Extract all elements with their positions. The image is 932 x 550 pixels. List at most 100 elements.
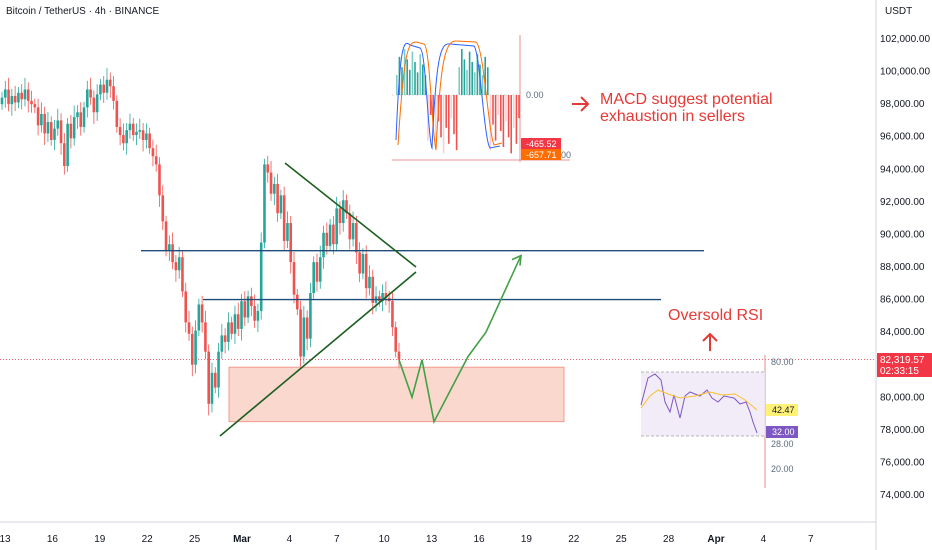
macd-histogram-bar (463, 59, 466, 95)
rsi-value2: 32.00 (772, 427, 795, 437)
candle-body (253, 306, 256, 321)
macd-line (395, 42, 501, 149)
macd-annotation-line2: exhaustion in sellers (600, 108, 745, 125)
candle-body (194, 330, 197, 365)
macd-value-tag (521, 138, 561, 149)
y-tick-label: 96,000.00 (880, 132, 925, 143)
x-tick-label: 7 (334, 534, 340, 545)
macd-annotation-arrow (572, 96, 590, 112)
candle-body (171, 244, 174, 263)
candle-body (263, 164, 266, 243)
candle-body (240, 301, 243, 329)
candle-body (0, 97, 4, 105)
candle-body (282, 195, 286, 241)
macd-histogram-bar (419, 54, 421, 95)
macd-zero-label: 0.00 (526, 90, 544, 100)
price-tag-value: 82,319.57 (880, 355, 925, 366)
candle-body (181, 257, 184, 292)
candle-body (122, 135, 125, 144)
candle-body (177, 257, 181, 271)
candle-body (318, 257, 322, 282)
candle-body (82, 107, 86, 127)
candle-body (279, 195, 283, 214)
candle-body (328, 224, 332, 246)
candle-body (164, 221, 168, 251)
candle-body (141, 130, 145, 140)
candle-body (112, 86, 115, 101)
macd-histogram-bar (510, 95, 512, 154)
candle-body (102, 84, 106, 93)
macd-histogram-bar (396, 75, 398, 95)
candle-body (256, 310, 260, 321)
macd-histogram-bar (445, 95, 447, 128)
macd-histogram-bar (416, 72, 419, 95)
y-tick-label: 74,000.00 (880, 490, 925, 501)
macd-histogram-bar (497, 95, 499, 115)
rsi-annotation-arrow (702, 332, 718, 351)
rsi-ma-line (640, 389, 758, 411)
macd-histogram-bar (518, 95, 520, 119)
candle-body (236, 314, 240, 329)
candle-body (345, 200, 348, 214)
candle-body (371, 276, 375, 303)
macd-signal-line (397, 40, 503, 151)
macd-histogram-bar (494, 95, 497, 141)
candle-body (10, 96, 14, 105)
macd-histogram-bar (403, 49, 406, 95)
price-tag-countdown: 02:33:15 (880, 366, 919, 377)
macd-histogram-bar (450, 95, 453, 119)
x-tick-label: 16 (47, 534, 59, 545)
candle-body (266, 164, 270, 173)
macd-histogram-bar (513, 95, 515, 128)
candle-body (76, 112, 79, 118)
macd-signal-label: -657.71 (526, 150, 557, 160)
candle-body (154, 156, 158, 165)
macd-histogram-bar (409, 69, 411, 95)
candle-body (289, 223, 293, 263)
macd-histogram-bar (489, 95, 492, 151)
candle-body (131, 123, 135, 136)
candle-body (40, 113, 43, 126)
y-tick-label: 86,000.00 (880, 295, 925, 306)
candle-body (56, 120, 60, 129)
currency-label: USDT (885, 6, 913, 17)
x-tick-label: Mar (233, 534, 251, 545)
candle-body (246, 296, 250, 318)
candle-body (309, 293, 312, 339)
candle-body (295, 294, 299, 310)
candle-body (79, 112, 83, 127)
x-tick-label: Apr (707, 534, 724, 545)
candle-body (332, 224, 335, 245)
candle-body (312, 262, 315, 294)
macd-histogram-bar (440, 95, 442, 138)
candle-body (315, 262, 319, 282)
candle-body (95, 94, 99, 113)
y-tick-label: 88,000.00 (880, 262, 925, 273)
candle-body (220, 335, 224, 352)
candle-body (230, 322, 233, 334)
candle-body (69, 123, 73, 139)
projection-arrowhead (511, 254, 522, 266)
candle-body (66, 123, 69, 167)
y-tick-label: 76,000.00 (880, 457, 925, 468)
candle-body (72, 117, 76, 139)
x-tick-label: 19 (521, 534, 533, 545)
candle-body (197, 304, 201, 331)
rsi-value: 42.47 (772, 405, 795, 415)
macd-histogram-bar (401, 67, 403, 95)
macd-histogram-bar (487, 67, 489, 95)
macd-histogram-bar (461, 49, 463, 95)
y-tick-label: 80,000.00 (880, 392, 925, 403)
x-tick-label: 22 (568, 534, 580, 545)
candle-body (391, 301, 394, 328)
chart-title: Bitcoin / TetherUS · 4h · BINANCE (6, 6, 160, 17)
macd-histogram-bar (468, 51, 471, 95)
macd-histogram-bar (466, 69, 468, 95)
candle-body (273, 183, 276, 194)
macd-annotation-line1: MACD suggest potential (600, 91, 773, 108)
macd-histogram-bar (442, 95, 445, 154)
candle-body (86, 89, 89, 108)
x-tick-label: 4 (287, 534, 293, 545)
